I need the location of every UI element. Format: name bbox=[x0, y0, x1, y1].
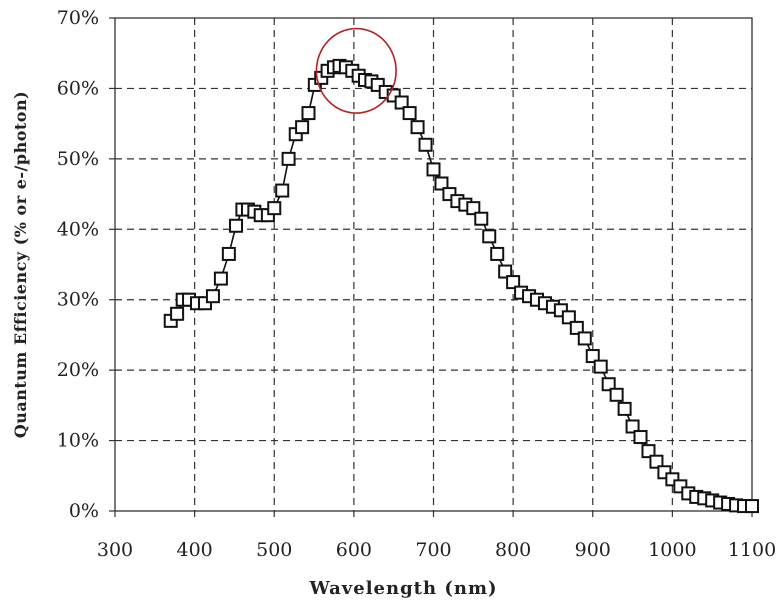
data-point-61 bbox=[609, 387, 624, 402]
data-point-59 bbox=[593, 359, 608, 374]
data-point-63 bbox=[625, 419, 640, 434]
data-point-58 bbox=[585, 349, 600, 364]
data-point-36 bbox=[410, 120, 425, 135]
data-point-8 bbox=[221, 246, 236, 261]
series-qe bbox=[163, 58, 759, 514]
x-tick-label-0: 300 bbox=[97, 539, 133, 561]
x-axis-title: Wavelength (nm) bbox=[308, 578, 497, 599]
data-point-44 bbox=[474, 211, 489, 226]
data-point-34 bbox=[394, 95, 409, 110]
x-tick-label-8: 1100 bbox=[728, 539, 776, 561]
data-point-16 bbox=[275, 183, 290, 198]
grid-lines bbox=[115, 18, 752, 511]
y-tick-label-5: 50% bbox=[57, 148, 99, 170]
highlight-ellipse bbox=[315, 27, 397, 114]
data-point-64 bbox=[633, 430, 648, 445]
x-tick-label-7: 1000 bbox=[648, 539, 696, 561]
y-tick-label-7: 70% bbox=[57, 7, 99, 29]
data-point-62 bbox=[617, 401, 632, 416]
x-tick-labels: 300 400 500 600 700 800 900 1000 1100 bbox=[97, 539, 776, 561]
data-point-39 bbox=[434, 176, 449, 191]
data-point-38 bbox=[426, 162, 441, 177]
data-point-17 bbox=[281, 151, 296, 166]
plot-frame bbox=[109, 17, 753, 517]
x-tick-label-1: 400 bbox=[176, 539, 212, 561]
data-point-65 bbox=[641, 444, 656, 459]
data-point-48 bbox=[506, 275, 521, 290]
y-tick-label-1: 10% bbox=[57, 430, 99, 452]
y-tick-label-3: 30% bbox=[57, 289, 99, 311]
data-point-45 bbox=[482, 229, 497, 244]
x-tick-label-2: 500 bbox=[256, 539, 292, 561]
x-tick-label-3: 600 bbox=[336, 539, 372, 561]
data-point-37 bbox=[418, 137, 433, 152]
data-point-35 bbox=[402, 106, 417, 121]
series-line bbox=[170, 65, 752, 507]
data-point-78 bbox=[745, 499, 759, 514]
data-point-20 bbox=[301, 106, 316, 121]
y-tick-labels: 0% 10% 20% 30% 40% 50% 60% 70% bbox=[57, 7, 99, 522]
y-tick-label-2: 20% bbox=[57, 359, 99, 381]
data-point-43 bbox=[466, 201, 481, 216]
data-point-66 bbox=[649, 454, 664, 469]
data-point-9 bbox=[229, 218, 244, 233]
y-axis-title: Quantum Efficiency (% or e-/photon) bbox=[11, 91, 30, 438]
data-point-56 bbox=[569, 320, 584, 335]
data-point-19 bbox=[295, 120, 310, 135]
data-point-46 bbox=[490, 246, 505, 261]
data-point-55 bbox=[561, 310, 576, 325]
x-tick-label-5: 800 bbox=[495, 539, 531, 561]
data-point-57 bbox=[577, 331, 592, 346]
y-tick-label-4: 40% bbox=[57, 218, 99, 240]
y-tick-label-6: 60% bbox=[57, 77, 99, 99]
data-point-6 bbox=[205, 289, 220, 304]
data-point-1 bbox=[170, 306, 185, 321]
x-tick-label-6: 900 bbox=[575, 539, 611, 561]
data-point-47 bbox=[498, 264, 513, 279]
x-tick-label-4: 700 bbox=[415, 539, 451, 561]
annotation-layer bbox=[315, 27, 397, 114]
data-point-7 bbox=[213, 271, 228, 286]
data-point-15 bbox=[267, 201, 282, 216]
y-tick-label-0: 0% bbox=[69, 500, 99, 522]
data-point-60 bbox=[601, 377, 616, 392]
